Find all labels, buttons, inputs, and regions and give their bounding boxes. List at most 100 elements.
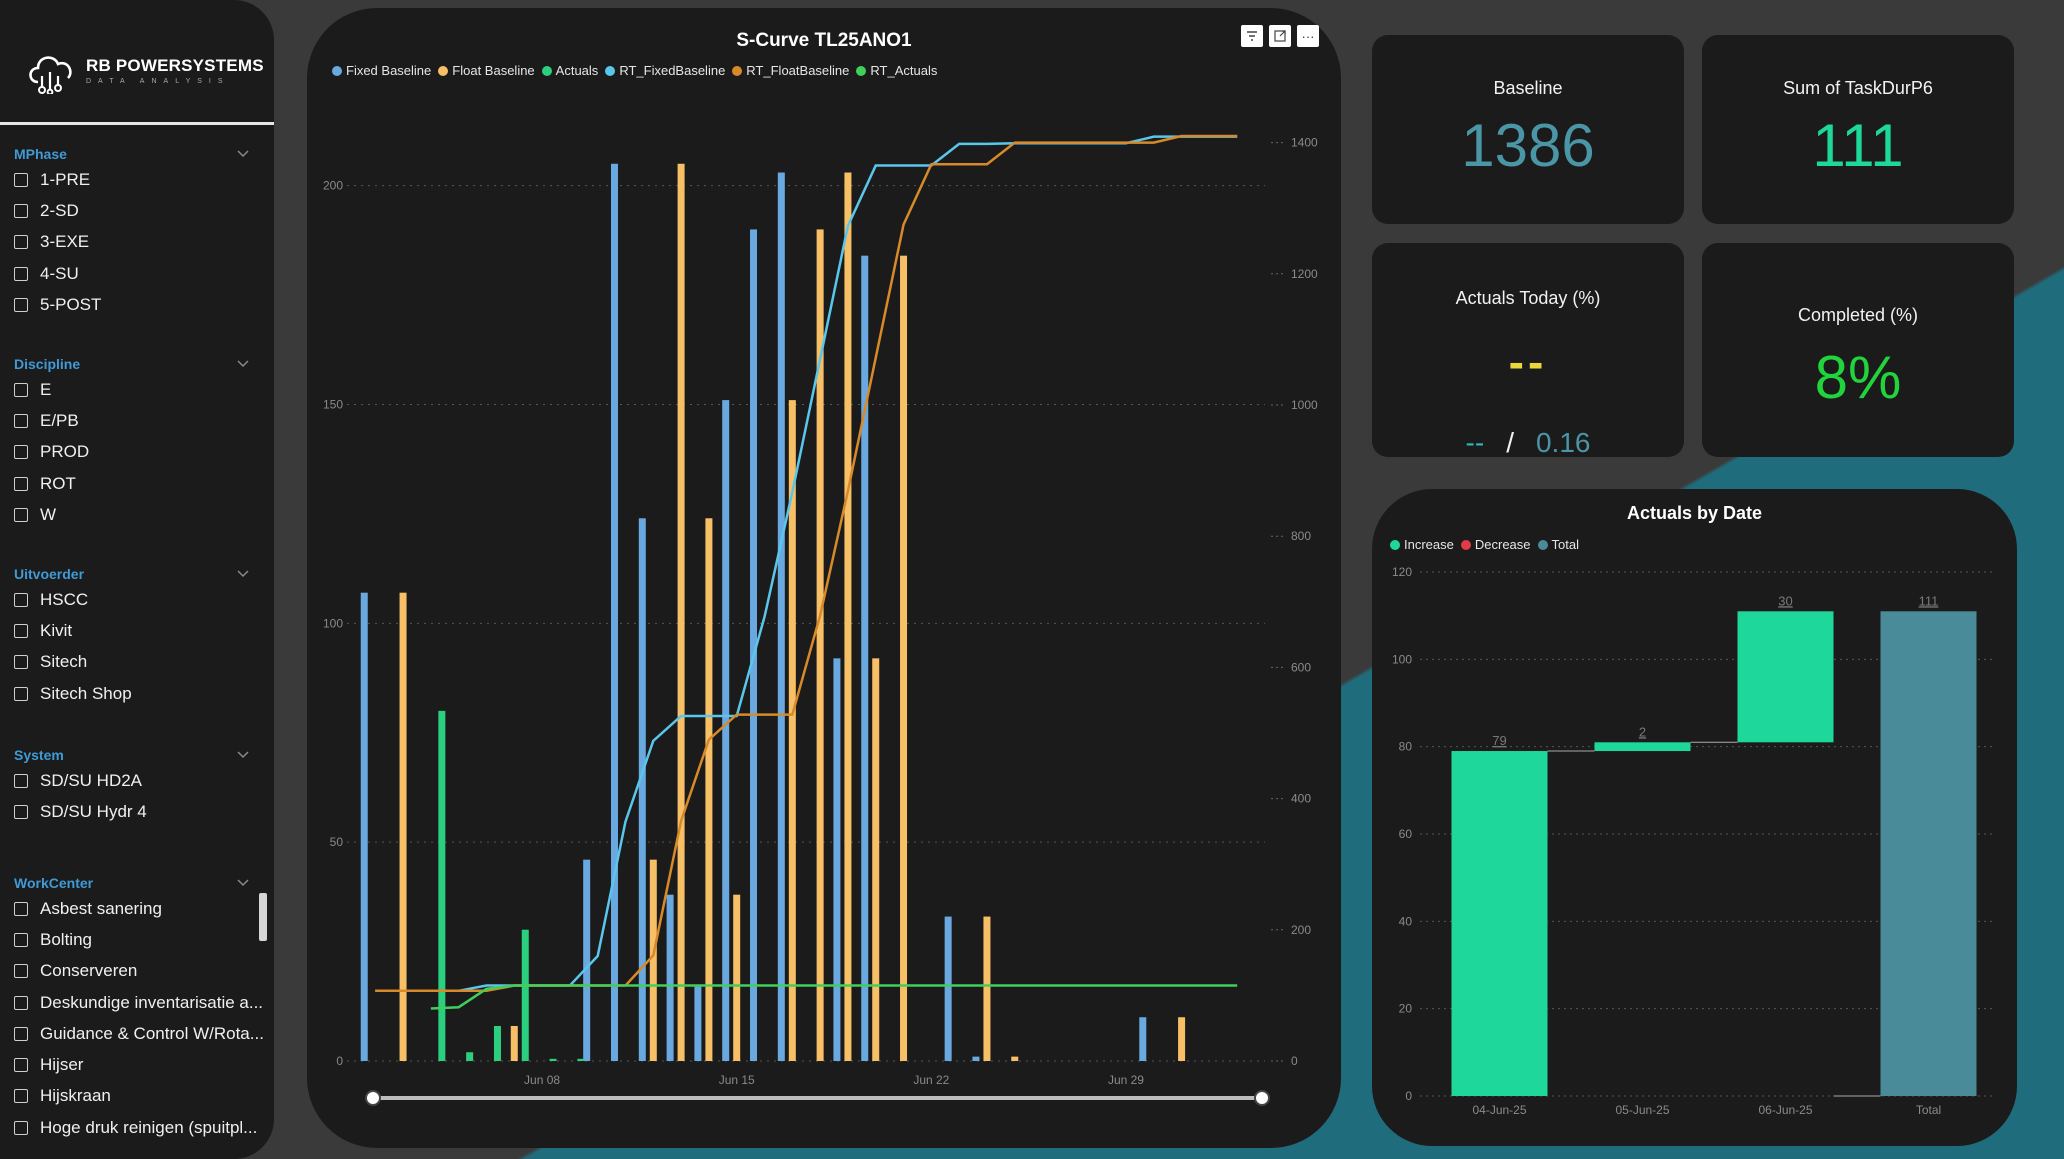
chevron-down-icon[interactable] (236, 146, 250, 160)
chevron-down-icon[interactable] (236, 566, 250, 580)
filter-header-mphase[interactable]: MPhase (14, 144, 264, 164)
legend-item[interactable]: Decrease (1460, 537, 1531, 552)
checkbox[interactable] (14, 804, 28, 819)
filter-option[interactable]: Hijser (14, 1049, 264, 1080)
filter-option[interactable]: 5-POST (14, 289, 264, 320)
y-axis-right-tick-label: 400 (1291, 792, 1311, 806)
x-axis-tick-label: Jun 29 (1108, 1073, 1144, 1087)
chevron-down-icon[interactable] (236, 747, 250, 761)
checkbox[interactable] (14, 413, 28, 428)
filter-option[interactable]: 2-SD (14, 195, 264, 226)
legend-label: Fixed Baseline (346, 63, 432, 78)
filter-option[interactable]: 3-EXE (14, 227, 264, 258)
filter-header-uitvoerder[interactable]: Uitvoerder (14, 564, 264, 584)
filter-option[interactable]: Hijskraan (14, 1081, 264, 1112)
checkbox[interactable] (14, 445, 28, 460)
bar (694, 986, 702, 1061)
legend-item[interactable]: Fixed Baseline (332, 63, 431, 78)
checkbox[interactable] (14, 686, 28, 701)
filter-option-label: ROT (40, 473, 76, 493)
more-options-button[interactable]: ··· (1297, 25, 1319, 47)
filter-header-discipline[interactable]: Discipline (14, 354, 264, 374)
filter-option[interactable]: Sitech (14, 647, 264, 678)
filter-option[interactable]: HSCC (14, 584, 264, 615)
filter-option[interactable]: SD/SU Hydr 4 (14, 796, 264, 827)
checkbox[interactable] (14, 655, 28, 670)
checkbox[interactable] (14, 172, 28, 187)
bar (610, 163, 618, 1061)
checkbox[interactable] (14, 623, 28, 638)
checkbox[interactable] (14, 266, 28, 281)
y-axis-tick-label: 60 (1399, 827, 1413, 841)
legend-label: RT_FloatBaseline (746, 63, 850, 78)
logo-name: RB POWERSYSTEMS (86, 55, 264, 75)
filter-option[interactable]: Deskundige inventarisatie a... (14, 987, 264, 1018)
filter-option[interactable]: E (14, 374, 264, 405)
checkbox[interactable] (14, 476, 28, 491)
checkbox[interactable] (14, 235, 28, 250)
checkbox[interactable] (14, 592, 28, 607)
filter-option[interactable]: Asbest sanering (14, 893, 264, 924)
checkbox[interactable] (14, 964, 28, 979)
x-axis-tick-label: Jun 22 (913, 1073, 949, 1087)
checkbox[interactable] (14, 773, 28, 788)
checkbox[interactable] (14, 1120, 28, 1135)
legend-item[interactable]: RT_FixedBaseline (605, 63, 725, 78)
y-axis-right-tick-label: 1400 (1291, 136, 1318, 150)
y-axis-tick-label: 20 (1399, 1002, 1413, 1016)
workcenter-scrollbar[interactable] (259, 893, 267, 941)
focus-mode-icon[interactable] (1269, 25, 1291, 47)
legend-item[interactable]: RT_FloatBaseline (732, 63, 849, 78)
range-slider-handle[interactable] (365, 1090, 381, 1106)
checkbox[interactable] (14, 932, 28, 947)
filter-option[interactable]: 4-SU (14, 258, 264, 289)
bar (1139, 1017, 1147, 1061)
data-label: 2 (1639, 724, 1646, 739)
filter-option[interactable]: Conserveren (14, 956, 264, 987)
checkbox[interactable] (14, 382, 28, 397)
checkbox[interactable] (14, 901, 28, 916)
checkbox[interactable] (14, 1089, 28, 1104)
filter-option[interactable]: Guidance & Control W/Rota... (14, 1018, 264, 1049)
waterfall-bar (1451, 751, 1548, 1096)
filter-option[interactable]: Bolting (14, 924, 264, 955)
chevron-down-icon[interactable] (236, 875, 250, 889)
filter-option-label: Kivit (40, 620, 73, 640)
s-curve-visual: S-Curve TL25ANO1 ··· Fixed Baseline Float… (307, 8, 1341, 1148)
filter-option[interactable]: Kivit (14, 615, 264, 646)
filter-option[interactable]: Hoge druk reinigen (spuitpl... (14, 1112, 264, 1143)
chart-legend: Fixed Baseline Float Baseline Actuals RT_Fi… (332, 63, 944, 78)
filter-option[interactable]: Sitech Shop (14, 678, 264, 709)
chevron-down-icon[interactable] (236, 356, 250, 370)
checkbox[interactable] (14, 1026, 28, 1041)
series-line (375, 134, 1238, 993)
legend-item[interactable]: RT_Actuals (856, 63, 937, 78)
legend-item[interactable]: Actuals (541, 63, 598, 78)
filter-option-label: SD/SU HD2A (40, 770, 143, 790)
legend-marker (732, 65, 743, 76)
filter-option[interactable]: SD/SU HD2A (14, 765, 264, 796)
legend-item[interactable]: Increase (1390, 537, 1454, 552)
range-slider-handle[interactable] (1254, 1090, 1270, 1106)
checkbox[interactable] (14, 203, 28, 218)
filter-option[interactable]: ROT (14, 468, 264, 499)
filter-option[interactable]: W (14, 499, 264, 530)
checkbox[interactable] (14, 297, 28, 312)
filter-icon[interactable] (1241, 25, 1263, 47)
filter-header-workcenter[interactable]: WorkCenter (14, 873, 264, 893)
bar (583, 859, 591, 1061)
filter-option[interactable]: 1-PRE (14, 164, 264, 195)
legend-label: Decrease (1474, 537, 1531, 552)
legend-item[interactable]: Total (1537, 537, 1579, 552)
legend-item[interactable]: Float Baseline (438, 63, 535, 78)
filter-option[interactable]: E/PB (14, 405, 264, 436)
filter-header-system[interactable]: System (14, 745, 264, 765)
checkbox[interactable] (14, 995, 28, 1010)
checkbox[interactable] (14, 507, 28, 522)
filter-option-label: 2-SD (40, 200, 79, 220)
filter-option[interactable]: PROD (14, 437, 264, 468)
legend-marker (1390, 539, 1400, 550)
filter-option-label: Deskundige inventarisatie a... (40, 992, 264, 1012)
y-axis-tick-label: 100 (323, 616, 343, 630)
checkbox[interactable] (14, 1058, 28, 1073)
